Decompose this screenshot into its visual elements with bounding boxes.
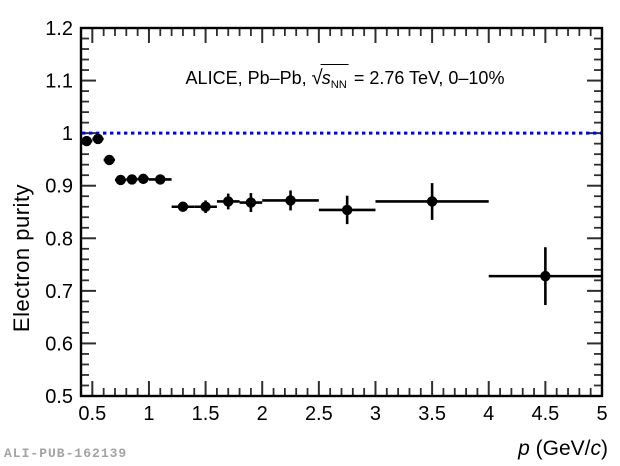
data-point-marker [126, 174, 138, 185]
data-point-marker [92, 133, 104, 145]
y-tick-label: 0.8 [45, 228, 73, 250]
x-tick-label: 1.5 [192, 403, 220, 425]
y-axis-title: Electron purity [9, 183, 34, 333]
x-tick-label: 5 [596, 403, 607, 425]
data-point-marker [245, 197, 257, 208]
y-tick-label: 0.7 [45, 281, 73, 303]
x-tick-label: 0.5 [78, 403, 106, 425]
momentum-symbol: p [518, 437, 530, 460]
y-tick-label: 0.6 [45, 333, 73, 355]
data-point-marker [115, 174, 126, 186]
x-tick-label: 2 [257, 403, 268, 425]
data-point-marker [540, 270, 551, 282]
x-tick-label: 3 [370, 403, 381, 425]
x-tick-label: 4.5 [531, 403, 559, 425]
data-point-marker [223, 196, 234, 207]
data-point-marker [155, 174, 166, 185]
sqrt-argument: sNN [320, 64, 349, 94]
x-tick-label: 1 [143, 403, 154, 425]
data-point-marker [81, 135, 92, 147]
y-tick-label: 0.9 [45, 176, 73, 198]
data-point-marker [138, 173, 149, 185]
sqrt-subscript: NN [330, 78, 347, 91]
x-tick-label: 2.5 [305, 403, 333, 425]
data-point-marker [104, 154, 115, 166]
annotation-text: ALICE, Pb–Pb, √sNN = 2.76 TeV, 0–10% [185, 64, 505, 94]
annotation-prefix: ALICE, Pb–Pb, [185, 68, 312, 88]
y-tick-label: 0.5 [45, 386, 73, 408]
y-tick-label: 1 [62, 123, 73, 145]
y-tick-label: 1.2 [45, 18, 73, 40]
watermark-label: ALI-PUB-162139 [4, 446, 128, 461]
data-point-marker [426, 196, 438, 207]
speed-of-light-symbol: c [590, 437, 602, 460]
unit-text: (GeV/ [529, 437, 591, 460]
y-tick-label: 1.1 [45, 71, 73, 93]
data-point-marker [341, 204, 353, 216]
plot-frame [79, 26, 604, 398]
annotation-suffix: = 2.76 TeV, 0–10% [348, 68, 505, 88]
data-point-marker [177, 201, 189, 212]
x-tick-label: 3.5 [418, 403, 446, 425]
sqrt-s: s [321, 68, 331, 88]
x-axis-title: p (GeV/c) [518, 437, 608, 461]
data-point-marker [200, 201, 211, 212]
sqrt-radical-icon: √ [311, 67, 323, 89]
unit-close: ) [601, 437, 608, 460]
x-tick-label: 4 [483, 403, 494, 425]
data-point-marker [285, 195, 296, 206]
